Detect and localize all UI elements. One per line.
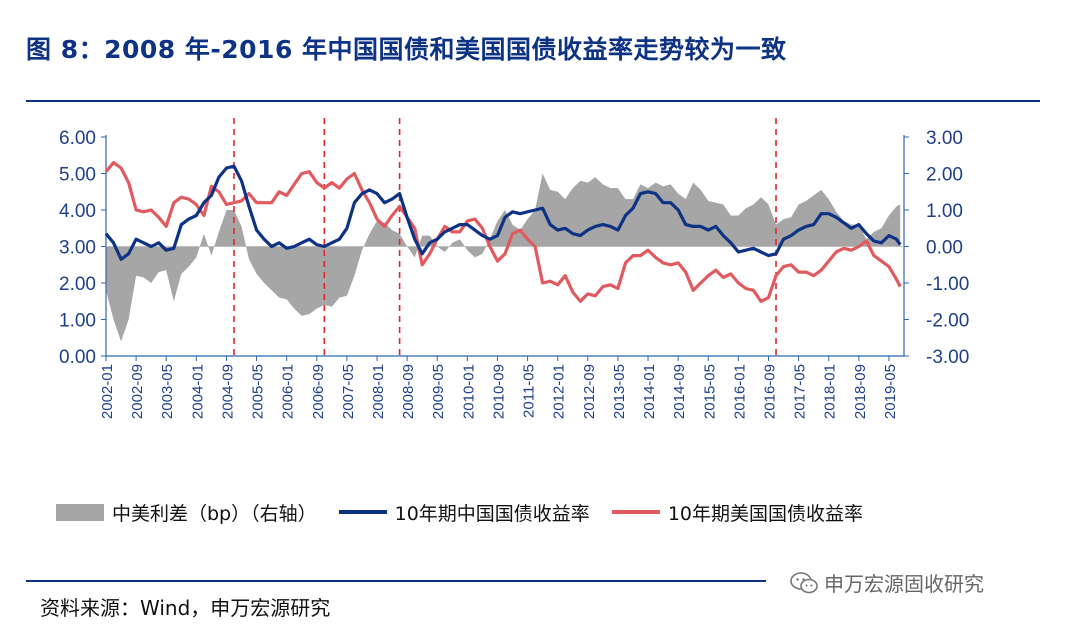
x-tick-label: 2012-01 bbox=[551, 364, 568, 419]
watermark: 申万宏源固收研究 bbox=[790, 568, 984, 597]
x-tick-label: 2008-01 bbox=[370, 364, 387, 419]
x-tick-label: 2002-01 bbox=[99, 364, 116, 419]
y-right-tick-label: -3.00 bbox=[926, 347, 969, 368]
x-tick-label: 2006-01 bbox=[280, 364, 297, 419]
y-left-tick-label: 0.00 bbox=[59, 347, 96, 368]
y-left-tick-label: 5.00 bbox=[59, 165, 96, 186]
legend-swatch-us bbox=[611, 510, 660, 514]
legend-swatch-china bbox=[338, 510, 387, 514]
y-left-tick-label: 3.00 bbox=[59, 238, 96, 259]
x-tick-label: 2016-01 bbox=[731, 364, 748, 419]
x-tick-label: 2012-09 bbox=[581, 364, 598, 419]
x-tick-label: 2003-05 bbox=[159, 364, 176, 419]
x-tick-label: 2005-05 bbox=[250, 364, 267, 419]
x-tick-label: 2004-01 bbox=[189, 364, 206, 419]
x-tick-label: 2007-05 bbox=[340, 364, 357, 419]
us-yield-line bbox=[104, 161, 902, 303]
x-tick-label: 2015-05 bbox=[701, 364, 718, 419]
y-right-tick-label: 1.00 bbox=[926, 201, 963, 222]
top-rule bbox=[26, 100, 1040, 102]
x-tick-label: 2008-09 bbox=[400, 364, 417, 419]
x-tick-label: 2006-09 bbox=[310, 364, 327, 419]
y-right-tick-label: -2.00 bbox=[926, 311, 969, 332]
x-tick-label: 2009-05 bbox=[430, 364, 447, 419]
x-tick-label: 2019-05 bbox=[882, 364, 899, 419]
y-right-tick-label: 0.00 bbox=[926, 238, 963, 259]
x-tick-label: 2011-05 bbox=[521, 364, 538, 418]
x-tick-label: 2002-09 bbox=[129, 364, 146, 419]
legend-swatch-spread bbox=[56, 503, 104, 521]
legend-item-china: 10年期中国国债收益率 bbox=[338, 499, 590, 526]
bottom-rule bbox=[26, 580, 766, 582]
legend-item-spread: 中美利差（bp）（右轴） bbox=[56, 499, 317, 526]
x-tick-label: 2010-09 bbox=[490, 364, 507, 419]
x-tick-label: 2013-05 bbox=[611, 364, 628, 419]
y-right-tick-label: 3.00 bbox=[926, 128, 963, 149]
spread-area bbox=[106, 173, 901, 342]
source-note: 资料来源：Wind，申万宏源研究 bbox=[40, 596, 331, 620]
x-tick-label: 2017-05 bbox=[792, 364, 809, 419]
y-left-tick-label: 2.00 bbox=[59, 274, 96, 295]
y-left-tick-label: 1.00 bbox=[59, 311, 96, 332]
watermark-text: 申万宏源固收研究 bbox=[824, 572, 984, 596]
legend-item-us: 10年期美国国债收益率 bbox=[611, 499, 863, 526]
y-left-tick-label: 4.00 bbox=[59, 201, 96, 222]
legend: 中美利差（bp）（右轴） 10年期中国国债收益率 10年期美国国债收益率 bbox=[56, 497, 885, 527]
chart-canvas: 0.00 1.00 2.00 3.00 4.00 5.00 6.00 -3.00 -2.00 -1… bbox=[59, 118, 969, 419]
x-tick-label: 2018-01 bbox=[822, 364, 839, 419]
wechat-icon bbox=[790, 571, 818, 593]
x-tick-label: 2016-09 bbox=[761, 364, 778, 419]
china-yield-line bbox=[104, 164, 902, 261]
y-left-tick-label: 6.00 bbox=[59, 128, 96, 149]
x-tick-label: 2018-09 bbox=[852, 364, 869, 419]
chart-title: 图 8：2008 年-2016 年中国国债和美国国债收益率走势较为一致 bbox=[26, 35, 787, 64]
x-tick-label: 2010-01 bbox=[460, 364, 477, 419]
x-tick-label: 2014-09 bbox=[671, 364, 688, 419]
legend-label-spread: 中美利差（bp）（右轴） bbox=[112, 502, 317, 525]
y-right-tick-label: -1.00 bbox=[926, 274, 969, 295]
y-right-tick-label: 2.00 bbox=[926, 165, 963, 186]
x-tick-label: 2014-01 bbox=[641, 364, 658, 419]
legend-label-us: 10年期美国国债收益率 bbox=[667, 502, 863, 525]
legend-label-china: 10年期中国国债收益率 bbox=[394, 502, 590, 525]
x-tick-label: 2004-09 bbox=[219, 364, 236, 419]
